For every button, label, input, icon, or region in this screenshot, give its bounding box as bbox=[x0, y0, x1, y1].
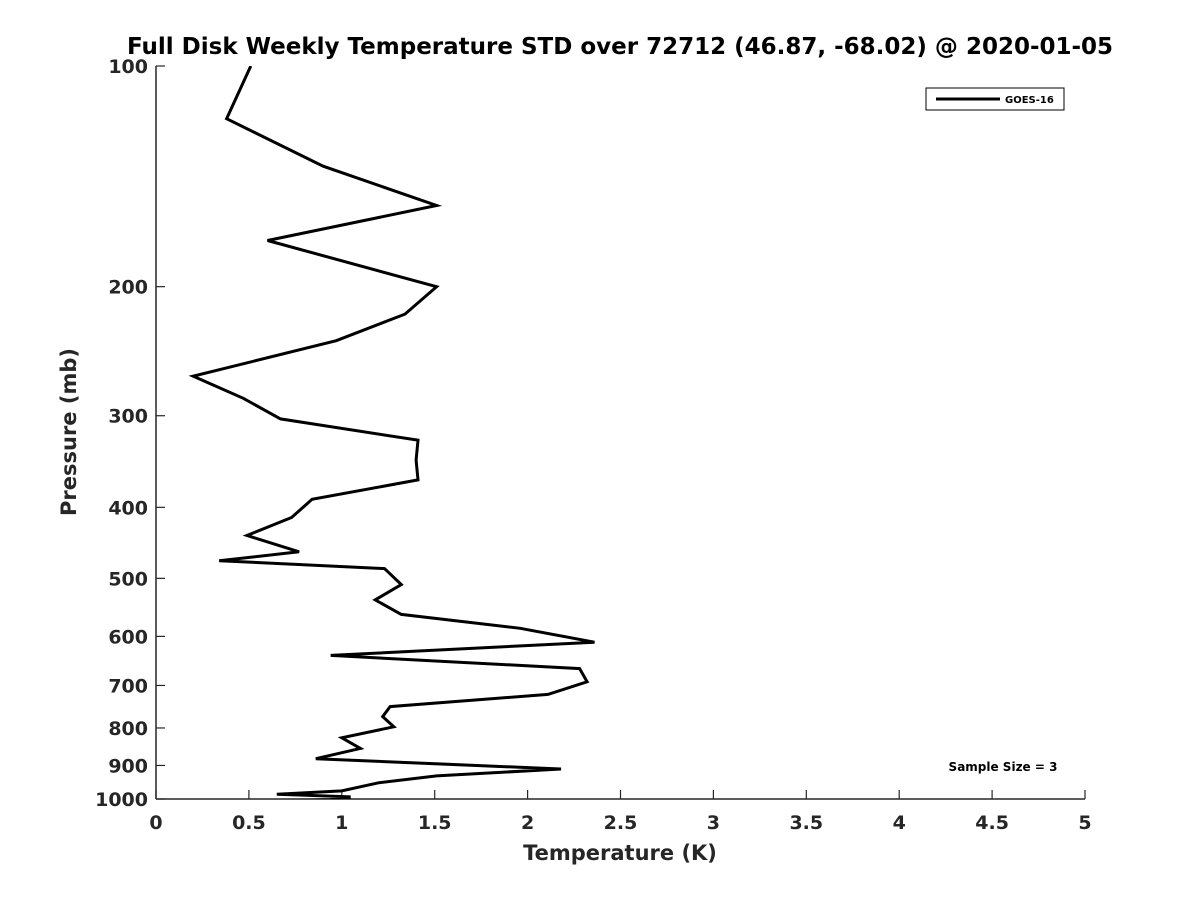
plot-area bbox=[188, 66, 595, 799]
chart-title: Full Disk Weekly Temperature STD over 72… bbox=[127, 34, 1113, 60]
y-tick-label: 500 bbox=[108, 568, 148, 590]
y-tick-label: 100 bbox=[108, 56, 148, 78]
sample-size-annotation: Sample Size = 3 bbox=[949, 760, 1058, 774]
y-tick-label: 900 bbox=[108, 755, 148, 777]
series-line-0 bbox=[188, 66, 595, 799]
x-tick-label: 0.5 bbox=[232, 812, 266, 834]
x-tick-label: 4 bbox=[893, 812, 906, 834]
legend: GOES-16 bbox=[925, 87, 1065, 111]
x-tick-label: 0 bbox=[149, 812, 162, 834]
y-tick-label: 700 bbox=[108, 675, 148, 697]
x-tick-label: 4.5 bbox=[975, 812, 1009, 834]
x-tick-label: 2.5 bbox=[604, 812, 638, 834]
x-tick-label: 1 bbox=[335, 812, 348, 834]
x-tick-label: 3 bbox=[707, 812, 720, 834]
y-tick-label: 1000 bbox=[95, 789, 148, 811]
x-tick-label: 3.5 bbox=[789, 812, 823, 834]
axes: 0 0.5 1 1.5 2 2.5 3 3.5 4 4.5 5 100 200 300 400 500 600 7… bbox=[95, 56, 1092, 834]
y-tick-label: 800 bbox=[108, 718, 148, 740]
legend-label-goes16: GOES-16 bbox=[1005, 95, 1054, 106]
y-axis-label: Pressure (mb) bbox=[57, 348, 81, 516]
y-tick-label: 600 bbox=[108, 626, 148, 648]
x-axis-label: Temperature (K) bbox=[523, 841, 717, 865]
y-tick-label: 300 bbox=[108, 406, 148, 428]
y-tick-label: 200 bbox=[108, 277, 148, 299]
x-tick-label: 1.5 bbox=[418, 812, 452, 834]
x-tick-label: 5 bbox=[1078, 812, 1091, 834]
x-tick-label: 2 bbox=[521, 812, 534, 834]
y-tick-label: 400 bbox=[108, 497, 148, 519]
